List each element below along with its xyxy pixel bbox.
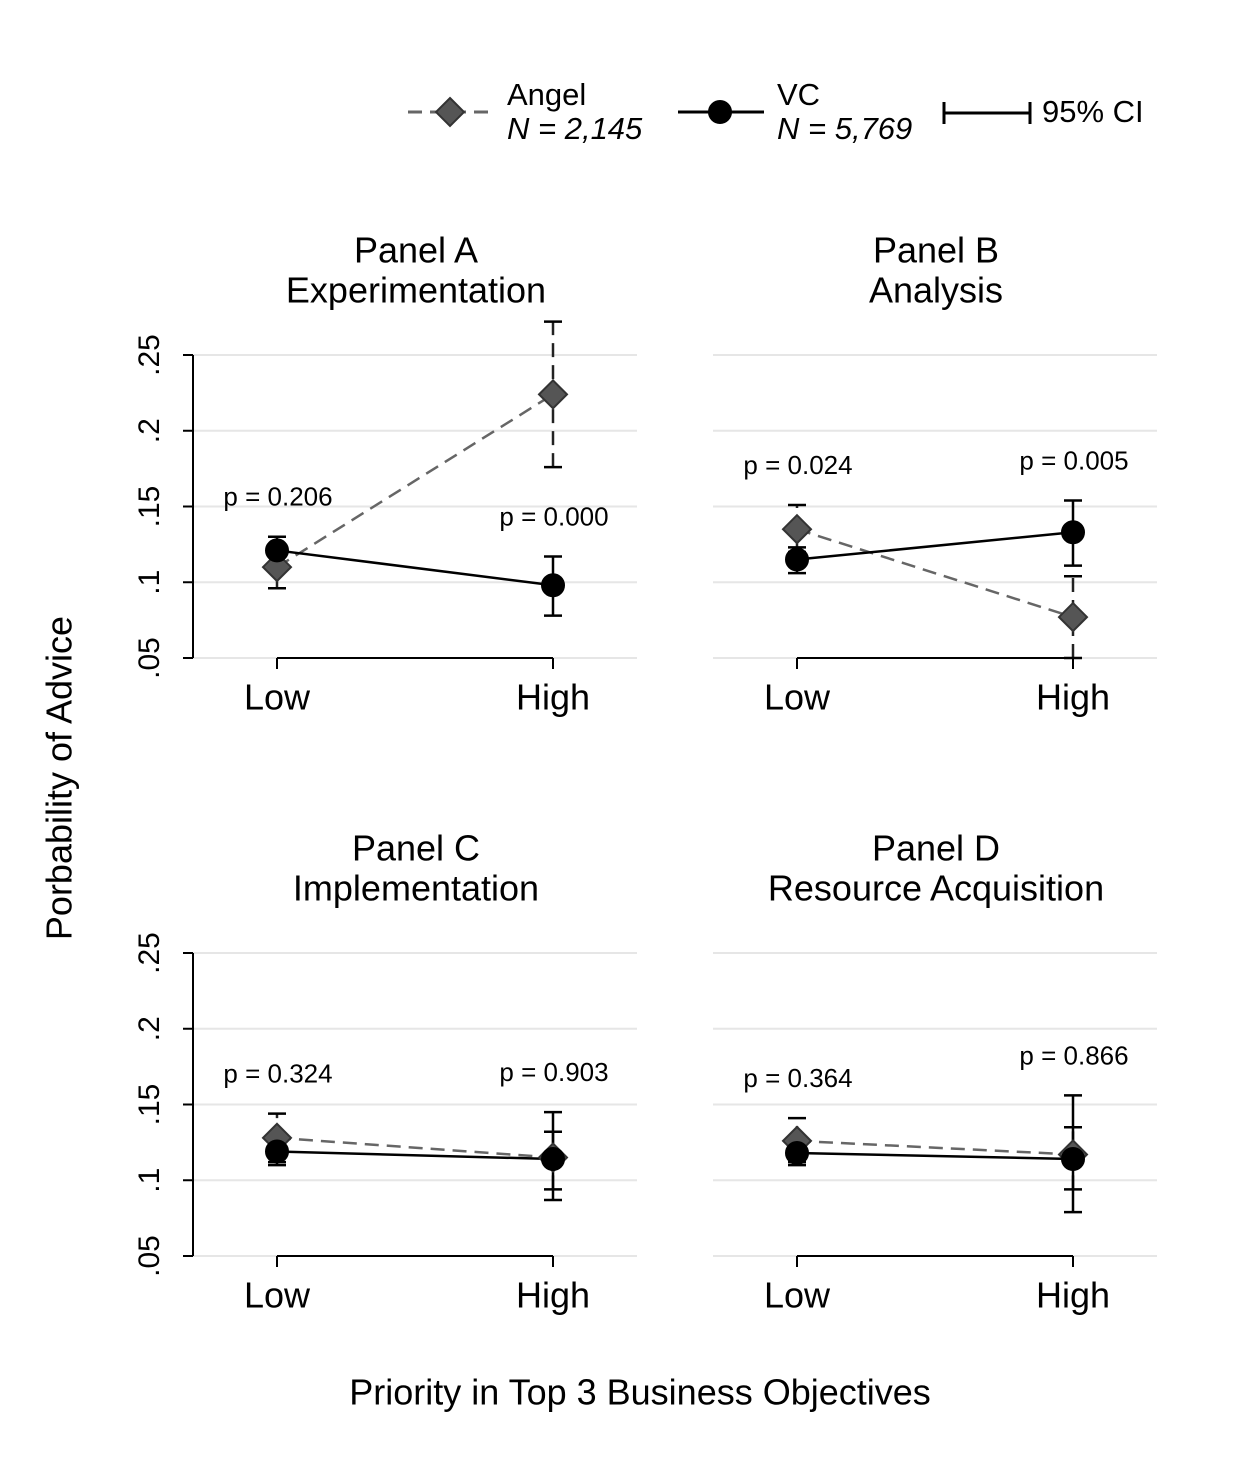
y-axis-label: Porbability of Advice	[39, 616, 80, 940]
x-tick-label: Low	[244, 677, 311, 718]
y-tick-label: .25	[133, 334, 166, 376]
p-value: p = 0.364	[743, 1063, 852, 1093]
p-value: p = 0.000	[499, 501, 608, 531]
y-tick-label: .15	[133, 1084, 166, 1126]
p-value: p = 0.024	[743, 450, 852, 480]
marker	[785, 547, 809, 572]
panel-subtitle: Resource Acquisition	[768, 868, 1104, 909]
legend-n: N = 5,769	[777, 111, 912, 146]
series-line	[796, 1151, 1074, 1161]
p-value: p = 0.866	[1019, 1040, 1128, 1070]
panel-title: Panel B	[873, 230, 999, 271]
marker	[785, 1140, 809, 1165]
x-axis-label: Priority in Top 3 Business Objectives	[349, 1372, 931, 1413]
x-tick-label: High	[516, 677, 590, 718]
marker	[1061, 520, 1085, 545]
y-tick-label: .1	[133, 570, 166, 595]
legend-label: VC	[777, 77, 820, 112]
series-line	[276, 1150, 554, 1161]
marker	[537, 378, 569, 410]
y-tick-label: .2	[133, 418, 166, 443]
panel-subtitle: Analysis	[869, 270, 1003, 311]
series-line	[796, 528, 1074, 619]
marker	[434, 96, 466, 128]
legend-label: Angel	[507, 77, 586, 112]
y-tick-label: .2	[133, 1016, 166, 1041]
marker	[1061, 1147, 1085, 1172]
series-line	[796, 1139, 1074, 1156]
y-tick-label: .25	[133, 932, 166, 974]
legend-ci-label: 95% CI	[1042, 94, 1144, 129]
panel-title: Panel A	[354, 230, 478, 271]
p-value: p = 0.206	[223, 482, 332, 512]
p-value: p = 0.324	[223, 1058, 332, 1088]
marker	[781, 513, 813, 545]
series-line	[276, 393, 554, 569]
marker	[1057, 601, 1089, 633]
panel-title: Panel C	[352, 828, 480, 869]
y-tick-label: .1	[133, 1168, 166, 1193]
panel-subtitle: Experimentation	[286, 270, 546, 311]
marker	[541, 1147, 565, 1172]
series-line	[276, 1136, 554, 1159]
x-tick-label: High	[1036, 677, 1110, 718]
x-tick-label: Low	[764, 1275, 831, 1316]
y-tick-label: .15	[133, 486, 166, 528]
legend-n: N = 2,145	[507, 111, 643, 146]
series-line	[796, 531, 1074, 561]
x-tick-label: Low	[244, 1275, 311, 1316]
panel-subtitle: Implementation	[293, 868, 539, 909]
x-tick-label: Low	[764, 677, 831, 718]
marker	[708, 100, 732, 124]
panel-title: Panel D	[872, 828, 1000, 869]
x-tick-label: High	[516, 1275, 590, 1316]
series-line	[276, 549, 554, 587]
marker	[265, 538, 289, 563]
x-tick-label: High	[1036, 1275, 1110, 1316]
y-tick-label: .05	[133, 1235, 166, 1277]
p-value: p = 0.005	[1019, 445, 1128, 475]
p-value: p = 0.903	[499, 1057, 608, 1087]
marker	[541, 573, 565, 598]
y-tick-label: .05	[133, 637, 166, 679]
marker	[265, 1139, 289, 1164]
